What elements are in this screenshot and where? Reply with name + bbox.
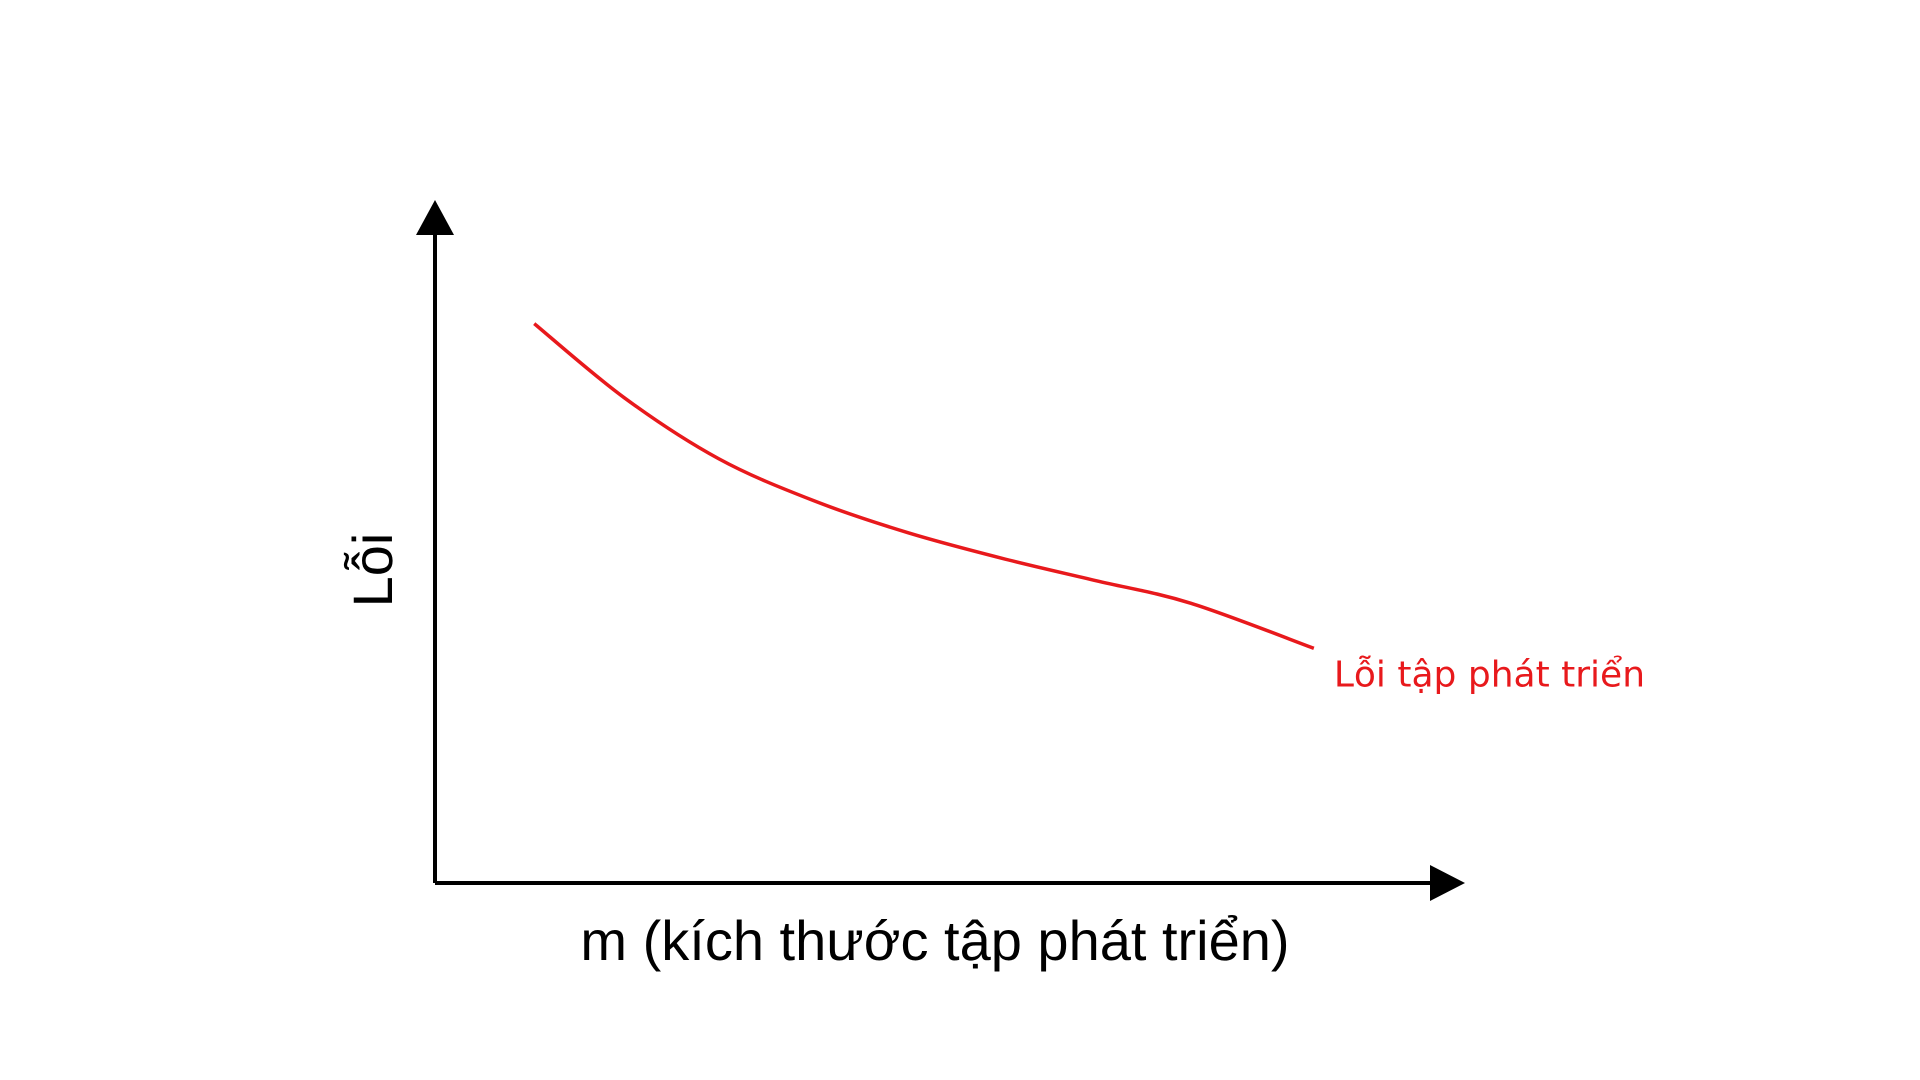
series-group: Lỗi tập phát triển: [533, 322, 1645, 695]
x-axis-label: m (kích thước tập phát triển): [580, 909, 1289, 972]
y-axis-label: Lỗi: [341, 533, 404, 608]
series-line-0: [533, 322, 1315, 650]
x-axis-arrow: [1430, 865, 1465, 901]
series-label-0: Lỗi tập phát triển: [1334, 654, 1645, 695]
y-axis-arrow: [416, 200, 454, 235]
